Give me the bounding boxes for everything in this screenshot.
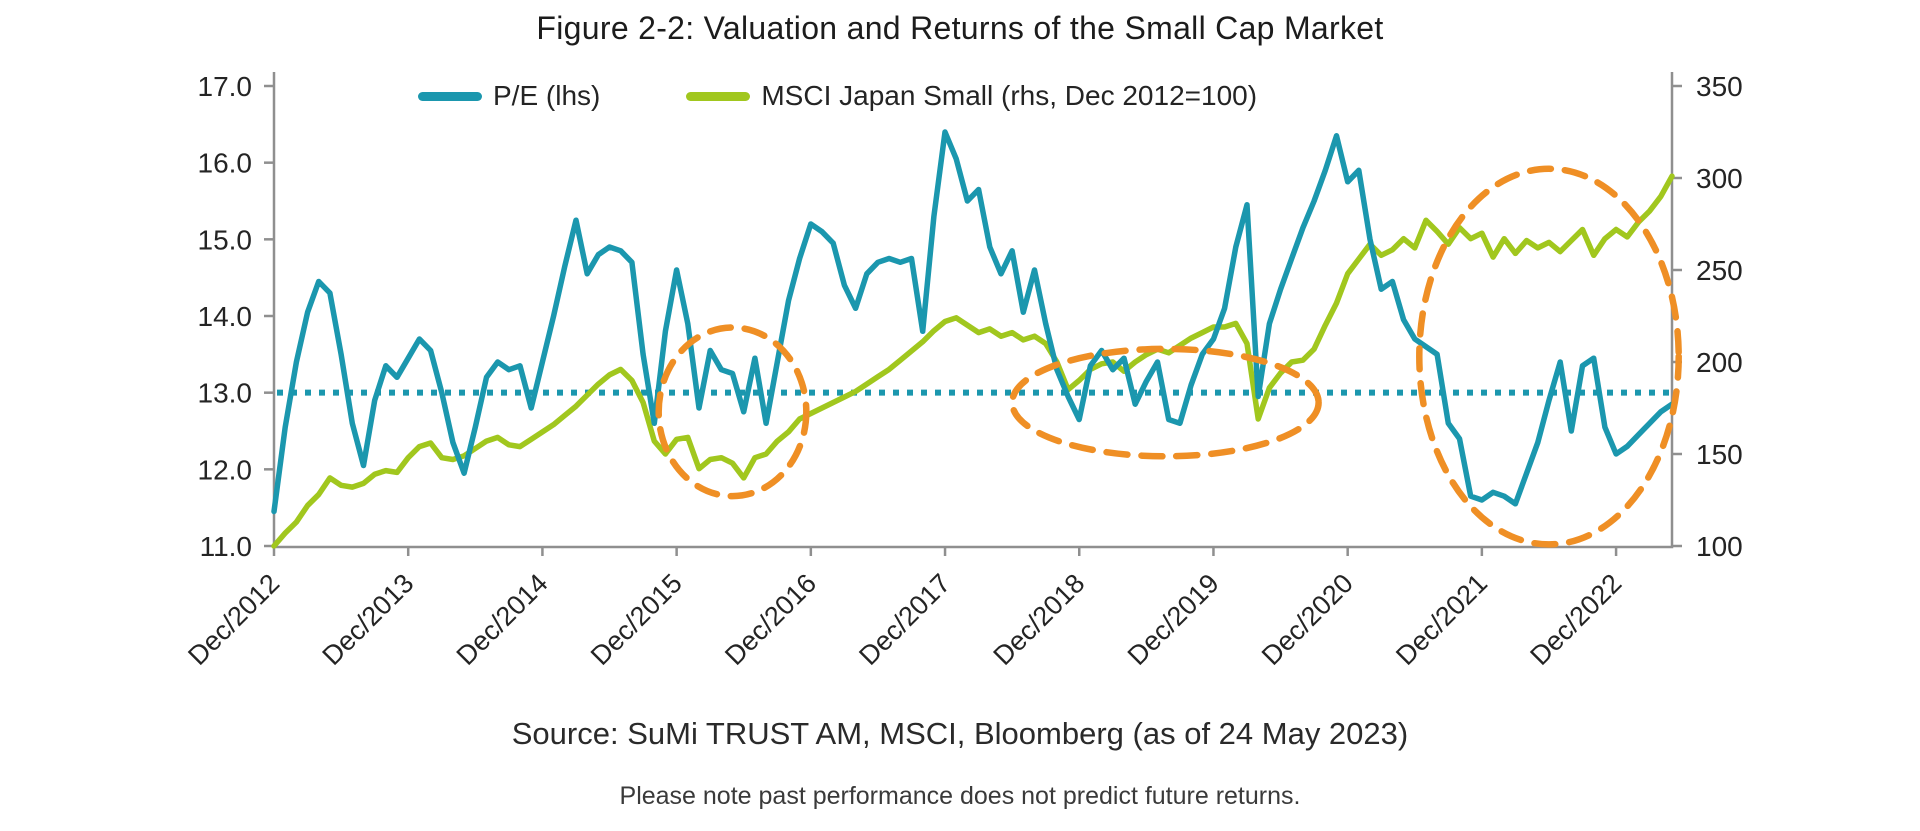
y-axis-right-tick-label: 150 xyxy=(1696,439,1743,470)
y-axis-right-tick-label: 250 xyxy=(1696,255,1743,286)
y-axis-right-tick-label: 350 xyxy=(1696,71,1743,102)
x-axis-tick-label: Dec/2022 xyxy=(1524,568,1627,671)
x-axis-tick-label: Dec/2018 xyxy=(988,568,1091,671)
legend-label-msci: MSCI Japan Small (rhs, Dec 2012=100) xyxy=(761,80,1258,111)
y-axis-left-tick-label: 14.0 xyxy=(198,301,253,332)
y-axis-left-tick-label: 15.0 xyxy=(198,224,253,255)
x-axis-tick-label: Dec/2013 xyxy=(317,568,420,671)
x-axis-tick-label: Dec/2020 xyxy=(1256,568,1359,671)
y-axis-left-tick-label: 17.0 xyxy=(198,71,253,102)
y-axis-left-tick-label: 13.0 xyxy=(198,378,253,409)
annotation-ellipse-3 xyxy=(1416,165,1682,548)
legend-label-pe: P/E (lhs) xyxy=(493,80,601,111)
x-axis-tick-label: Dec/2012 xyxy=(182,568,285,671)
pe-line xyxy=(271,129,1675,515)
legend-item-pe: P/E (lhs) xyxy=(418,80,600,112)
annotation-ellipse-1 xyxy=(655,324,810,500)
y-axis-left-tick-label: 16.0 xyxy=(198,148,253,179)
chart-title: Figure 2-2: Valuation and Returns of the… xyxy=(536,10,1384,46)
pe-line-swatch xyxy=(418,91,482,101)
x-axis-tick-label: Dec/2019 xyxy=(1122,568,1225,671)
y-axis-right-tick-label: 300 xyxy=(1696,163,1743,194)
legend-item-msci: MSCI Japan Small (rhs, Dec 2012=100) xyxy=(686,80,1257,112)
y-axis-right-tick-label: 200 xyxy=(1696,347,1743,378)
msci-line xyxy=(271,173,1675,549)
annotation-ellipse-2 xyxy=(1008,345,1322,460)
x-axis-tick-label: Dec/2016 xyxy=(719,568,822,671)
x-axis-tick-label: Dec/2015 xyxy=(585,568,688,671)
source-line: Source: SuMi TRUST AM, MSCI, Bloomberg (… xyxy=(511,716,1409,751)
msci-line-swatch xyxy=(686,91,751,101)
footnote: Please note past performance does not pr… xyxy=(619,782,1301,810)
y-axis-right-tick-label: 100 xyxy=(1696,531,1743,562)
y-axis-left-tick-label: 12.0 xyxy=(198,454,253,485)
y-axis-left-tick-label: 11.0 xyxy=(200,531,252,562)
x-axis-tick-label: Dec/2014 xyxy=(451,568,554,671)
x-axis-tick-label: Dec/2021 xyxy=(1390,568,1493,671)
axis-frame xyxy=(272,72,1674,549)
legend: P/E (lhs) MSCI Japan Small (rhs, Dec 201… xyxy=(418,80,1257,112)
x-axis-tick-label: Dec/2017 xyxy=(853,568,956,671)
